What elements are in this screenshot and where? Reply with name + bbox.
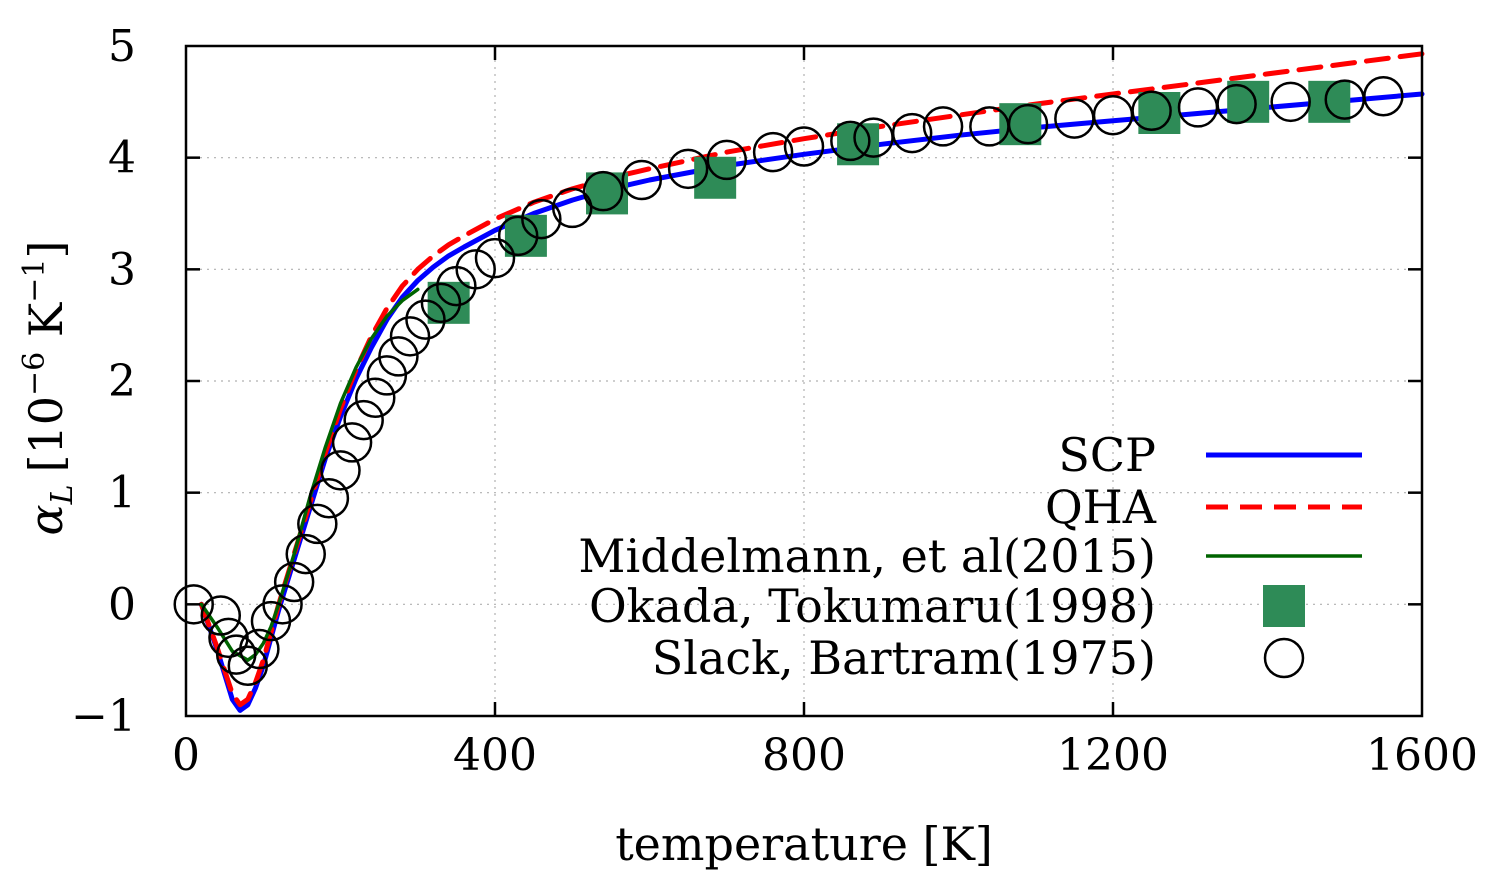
y-tick-label: 5 bbox=[108, 21, 136, 72]
slack-point bbox=[1092, 94, 1134, 136]
okada-point bbox=[1227, 80, 1270, 123]
slack-point bbox=[366, 355, 408, 396]
slack-point bbox=[215, 634, 257, 675]
slack-point bbox=[1177, 87, 1219, 128]
y-axis-unit: K bbox=[19, 301, 73, 352]
slack-point bbox=[285, 533, 326, 575]
slack-point bbox=[378, 336, 419, 377]
series-line-middelmann-et-al-2015 bbox=[199, 287, 420, 662]
y-axis-title: αL [10−6 K−1] bbox=[17, 241, 80, 536]
slack-point bbox=[420, 282, 462, 324]
legend-sample-slack-bartram-1975 bbox=[1263, 637, 1305, 679]
legend-sample-okada-tokumaru-1998 bbox=[1263, 585, 1305, 627]
x-tick-label: 800 bbox=[762, 730, 846, 781]
series-line-qha bbox=[198, 51, 1425, 708]
y-axis-unit-exponent: −1 bbox=[17, 259, 52, 303]
slack-point bbox=[830, 120, 871, 162]
slack-point bbox=[891, 112, 933, 154]
y-axis-symbol: α bbox=[19, 504, 73, 535]
slack-point bbox=[667, 148, 709, 190]
slack-point bbox=[1216, 83, 1257, 125]
tick-labels: 0 400 800 1200 1600 −1 0 1 2 3 4 5 bbox=[71, 21, 1478, 781]
slack-point bbox=[331, 422, 373, 463]
slack-point bbox=[262, 584, 303, 625]
slack-point bbox=[173, 584, 214, 625]
y-axis-exponent: −6 bbox=[17, 352, 52, 396]
x-tick-label: 1600 bbox=[1366, 730, 1478, 781]
y-axis-subscript: L bbox=[45, 484, 80, 505]
slack-point bbox=[308, 478, 350, 519]
legend-label-slack-bartram-1975: Slack, Bartram(1975) bbox=[652, 631, 1156, 685]
x-axis-title: temperature [K] bbox=[615, 817, 993, 871]
x-tick-label: 1200 bbox=[1057, 730, 1169, 781]
y-axis-bracket-close: ] bbox=[19, 241, 73, 259]
slack-point bbox=[706, 139, 747, 181]
slack-point bbox=[552, 187, 593, 229]
data-markers bbox=[173, 76, 1404, 686]
legend-label-okada-tokumaru-1998: Okada, Tokumaru(1998) bbox=[589, 579, 1156, 633]
slack-point bbox=[343, 399, 384, 441]
slack-point bbox=[582, 170, 624, 212]
y-tick-label: 0 bbox=[108, 579, 136, 630]
slack-point bbox=[320, 450, 361, 491]
slack-point bbox=[455, 249, 496, 290]
legend-label-scp: SCP bbox=[1058, 428, 1156, 482]
legend-label-middelmann-et-al-2015: Middelmann, et al(2015) bbox=[578, 529, 1156, 583]
slack-point bbox=[1363, 76, 1404, 117]
slack-point bbox=[1131, 90, 1172, 132]
slack-point bbox=[621, 159, 663, 201]
slack-point bbox=[405, 299, 446, 340]
y-axis-title-text: αL [10−6 K−1] bbox=[17, 241, 80, 536]
y-axis-bracket-open: [10 bbox=[19, 396, 73, 472]
legend-label-qha: QHA bbox=[1045, 480, 1157, 534]
slack-point bbox=[521, 198, 562, 240]
slack-point bbox=[783, 126, 825, 167]
y-tick-label: 4 bbox=[108, 133, 136, 184]
x-tick-label: 0 bbox=[172, 730, 200, 781]
slack-point bbox=[389, 316, 431, 357]
y-tick-label: 1 bbox=[108, 468, 136, 519]
x-tick-label: 400 bbox=[453, 730, 537, 781]
slack-point bbox=[497, 215, 539, 257]
y-tick-label: −1 bbox=[71, 691, 136, 742]
slack-point bbox=[239, 628, 280, 670]
slack-point bbox=[922, 106, 964, 147]
slack-point bbox=[297, 503, 338, 545]
axis-ticks bbox=[186, 46, 1422, 716]
slack-point bbox=[1270, 81, 1311, 123]
slack-point bbox=[1054, 98, 1095, 139]
slack-point bbox=[1007, 103, 1049, 145]
slack-point bbox=[474, 237, 516, 279]
slack-point bbox=[355, 377, 396, 418]
grid-lines bbox=[186, 46, 1422, 716]
y-tick-label: 2 bbox=[108, 356, 136, 407]
slack-point bbox=[752, 131, 794, 173]
slack-point bbox=[273, 561, 315, 603]
slack-point bbox=[200, 595, 242, 636]
y-tick-label: 3 bbox=[108, 244, 136, 295]
okada-point bbox=[999, 103, 1042, 146]
